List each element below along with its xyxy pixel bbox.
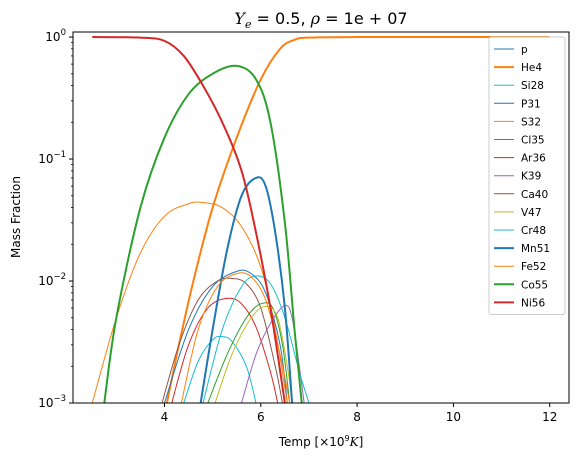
series-line-mn51 — [199, 176, 294, 403]
series-line-co55 — [103, 64, 303, 403]
series-line-ni56 — [92, 36, 286, 403]
series-line-ca40 — [161, 277, 283, 403]
plot-frame — [72, 31, 570, 404]
legend-label-mn51: Mn51 — [521, 243, 550, 255]
series-layer — [91, 36, 550, 403]
legend-label-k39: K39 — [521, 171, 541, 183]
legend-label-ni56: Ni56 — [521, 297, 545, 309]
legend-label-si28: Si28 — [521, 80, 544, 92]
series-line-s32 — [91, 201, 288, 403]
y-axis: 10−3 10−2 10−1 100 — [38, 28, 73, 410]
series-line-ar36 — [171, 297, 279, 403]
series-line-p31 — [164, 269, 288, 403]
legend-label-co55: Co55 — [521, 279, 548, 291]
x-tick-label-1: 6 — [257, 410, 265, 424]
legend-label-p31: P31 — [521, 98, 541, 110]
series-line-v47 — [214, 305, 293, 403]
legend-label-fe52: Fe52 — [521, 261, 546, 273]
x-axis: 4 6 8 10 12 — [161, 403, 557, 424]
legend-label-he4: He4 — [521, 62, 542, 74]
series-line-fe52 — [180, 272, 291, 403]
y-axis-label: Mass Fraction — [9, 176, 23, 258]
legend-label-ca40: Ca40 — [521, 189, 548, 201]
legend-box — [488, 36, 566, 315]
legend-label-cl35: Cl35 — [521, 135, 545, 147]
y-tick-label-1: 10−2 — [38, 272, 66, 288]
x-axis-label: Temp [×109K] — [278, 434, 364, 449]
x-tick-label-3: 10 — [446, 410, 461, 424]
legend: p He4 Si28 P31 S32 Cl35 Ar36 K39 Ca40 V47 Cr48 Mn51… — [488, 36, 566, 315]
x-tick-label-2: 8 — [353, 410, 361, 424]
series-line-cl35 — [207, 302, 291, 403]
y-tick-label-3: 100 — [45, 28, 66, 44]
legend-label-ar36: Ar36 — [521, 153, 546, 165]
y-tick-label-0: 10−3 — [38, 394, 66, 410]
y-tick-label-2: 10−1 — [38, 150, 66, 166]
x-tick-label-4: 12 — [542, 410, 557, 424]
series-line-he4 — [165, 36, 550, 403]
legend-label-s32: S32 — [521, 116, 541, 128]
legend-label-p: p — [521, 44, 528, 56]
chart-title: Ye = 0.5, ρ = 1e + 07 — [234, 9, 407, 31]
series-line-si28 — [183, 335, 257, 403]
legend-label-cr48: Cr48 — [521, 225, 546, 237]
legend-label-v47: V47 — [521, 207, 542, 219]
x-tick-label-0: 4 — [161, 410, 169, 424]
